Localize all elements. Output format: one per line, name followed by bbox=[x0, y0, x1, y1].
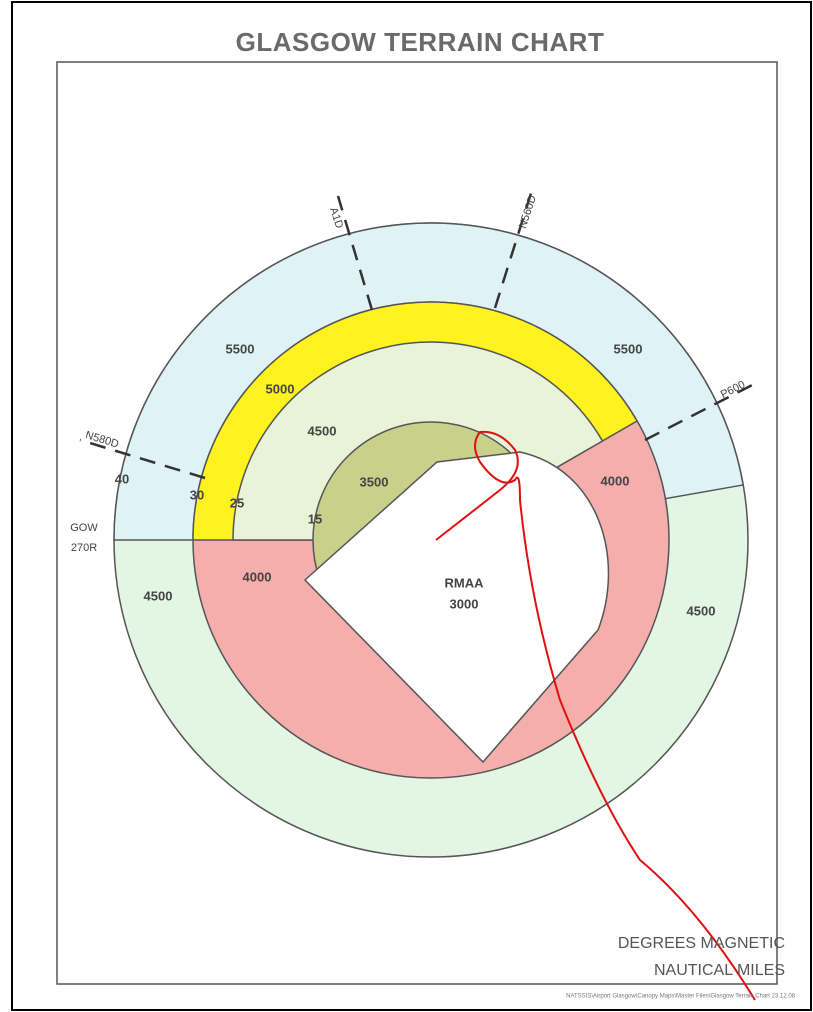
altitude-label: 5500 bbox=[614, 341, 643, 356]
route-lines bbox=[79, 189, 759, 480]
range-label: 25 bbox=[230, 495, 244, 510]
altitude-label: 4500 bbox=[308, 423, 337, 438]
route-line bbox=[493, 189, 534, 309]
rmaa-altitude: 3000 bbox=[450, 596, 479, 611]
chart-title: GLASGOW TERRAIN CHART bbox=[236, 27, 605, 57]
range-label: 30 bbox=[190, 487, 204, 502]
terrain-regions bbox=[113, 222, 749, 858]
radial-beacon: GOW bbox=[70, 522, 98, 534]
altitude-label: 4500 bbox=[144, 588, 173, 603]
footer-units: NAUTICAL MILES bbox=[654, 962, 785, 979]
altitude-label: 3500 bbox=[360, 474, 389, 489]
route-line bbox=[644, 380, 759, 442]
radial-bearing: 270R bbox=[71, 542, 97, 554]
rmaa-area bbox=[303, 451, 610, 764]
range-label: 40 bbox=[115, 471, 129, 486]
route-line bbox=[79, 438, 206, 480]
altitude-label: 5500 bbox=[226, 341, 255, 356]
range-label: 15 bbox=[308, 511, 322, 526]
pen-track bbox=[435, 430, 756, 1001]
route-line bbox=[336, 195, 374, 311]
altitude-label: 4000 bbox=[601, 473, 630, 488]
rmaa-label: RMAA bbox=[445, 575, 485, 590]
file-note: NATSSIS\Airport Glasgow\Canopy Maps\Mast… bbox=[566, 994, 796, 1000]
altitude-label: 5000 bbox=[266, 381, 295, 396]
altitude-label: 4000 bbox=[243, 569, 272, 584]
altitude-label: 4500 bbox=[687, 603, 716, 618]
footer-units: DEGREES MAGNETIC bbox=[618, 935, 785, 952]
